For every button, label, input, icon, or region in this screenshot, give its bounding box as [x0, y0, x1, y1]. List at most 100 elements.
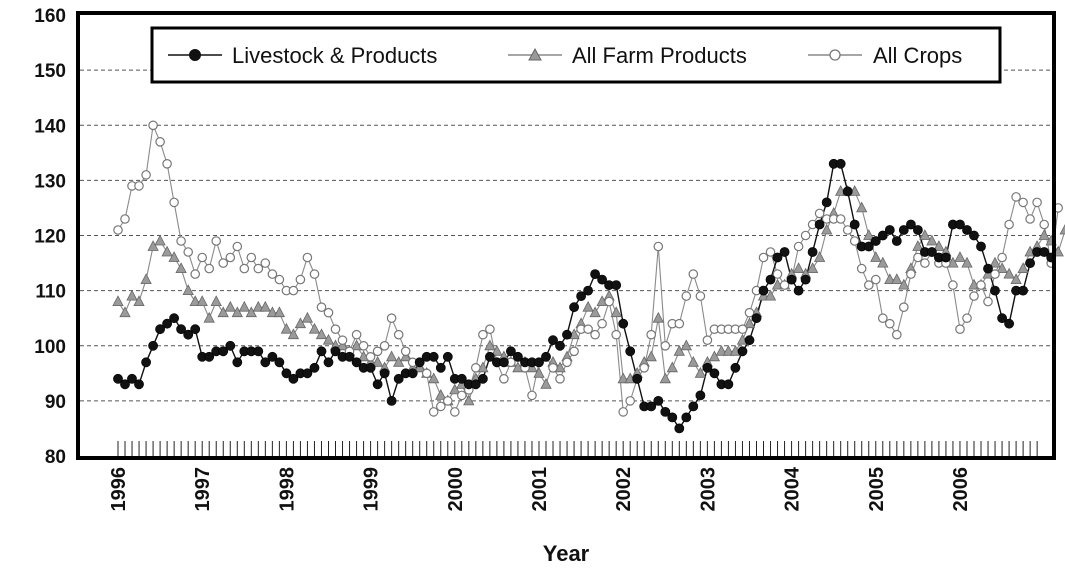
- point-all-crops: [134, 181, 144, 191]
- point-all-crops: [611, 329, 621, 340]
- point-livestock: [274, 357, 285, 368]
- point-all-farm-products: [652, 311, 664, 323]
- point-all-crops: [688, 269, 699, 279]
- y-tick-label-160: 160: [34, 6, 66, 27]
- point-all-farm-products: [322, 333, 335, 345]
- point-all-crops: [274, 274, 285, 285]
- point-livestock: [835, 158, 846, 169]
- x-tick-label-2006: 2006: [950, 467, 972, 512]
- point-all-farm-products: [877, 256, 889, 268]
- point-all-farm-products: [336, 339, 349, 351]
- point-livestock: [618, 318, 629, 329]
- point-livestock: [870, 236, 881, 246]
- point-livestock: [877, 230, 888, 241]
- point-livestock: [218, 346, 229, 357]
- gridlines: [80, 69, 1052, 402]
- legend-label-all-crops: All Crops: [873, 43, 962, 68]
- point-livestock: [309, 362, 320, 373]
- point-all-crops: [625, 396, 635, 406]
- point-all-crops: [204, 263, 214, 274]
- point-livestock: [772, 252, 783, 263]
- point-all-crops: [442, 396, 453, 406]
- point-all-farm-products: [175, 262, 187, 274]
- point-all-crops: [990, 269, 1000, 279]
- point-livestock: [183, 329, 194, 340]
- point-all-farm-products: [315, 328, 328, 340]
- y-tick-label-130: 130: [34, 171, 66, 192]
- point-livestock: [927, 247, 937, 257]
- point-all-farm-products: [294, 317, 307, 329]
- point-livestock: [562, 329, 572, 340]
- point-all-farm-products: [1059, 224, 1065, 235]
- point-all-farm-products: [217, 306, 229, 318]
- point-all-farm-products: [806, 262, 819, 274]
- point-all-farm-products: [435, 389, 447, 400]
- point-livestock: [288, 373, 299, 384]
- point-livestock: [534, 357, 544, 368]
- point-livestock: [484, 351, 495, 362]
- point-all-farm-products: [582, 300, 594, 312]
- point-all-farm-products: [266, 306, 279, 318]
- point-all-crops: [499, 373, 509, 384]
- point-livestock: [842, 186, 853, 197]
- point-all-crops: [877, 313, 888, 323]
- point-all-crops: [1011, 192, 1021, 202]
- point-all-crops: [302, 252, 313, 263]
- point-all-crops: [800, 230, 811, 241]
- point-livestock: [576, 291, 586, 301]
- point-all-farm-products: [891, 273, 903, 285]
- point-all-farm-products: [666, 361, 678, 373]
- point-all-farm-products: [231, 306, 243, 318]
- point-all-farm-products: [273, 306, 286, 318]
- point-livestock: [281, 368, 292, 379]
- point-livestock: [141, 357, 151, 368]
- point-all-farm-products: [617, 372, 629, 384]
- point-all-farm-products: [708, 350, 721, 362]
- point-livestock: [744, 335, 755, 346]
- point-all-crops: [295, 274, 306, 285]
- point-all-farm-products: [996, 262, 1008, 274]
- point-all-farm-products: [449, 383, 461, 395]
- point-all-crops: [176, 236, 186, 246]
- point-all-farm-products: [245, 306, 257, 318]
- point-all-farm-products: [1003, 267, 1015, 279]
- point-livestock: [597, 274, 607, 285]
- point-all-farm-products: [645, 350, 657, 362]
- plot-area-frame: [76, 11, 1056, 460]
- point-livestock: [541, 351, 551, 362]
- point-all-farm-products: [856, 201, 868, 213]
- point-livestock: [176, 324, 186, 335]
- point-all-crops: [113, 225, 123, 235]
- point-all-crops: [555, 373, 565, 384]
- point-all-farm-products: [694, 366, 707, 378]
- point-livestock: [232, 357, 243, 368]
- point-all-farm-products: [210, 295, 222, 307]
- point-all-crops: [955, 324, 965, 334]
- x-tick-label-2001: 2001: [529, 467, 551, 512]
- point-livestock: [267, 351, 278, 362]
- point-livestock: [428, 351, 439, 362]
- point-livestock: [583, 285, 593, 296]
- point-all-farm-products: [884, 273, 896, 285]
- x-tick-label-2004: 2004: [782, 466, 804, 511]
- point-all-farm-products: [673, 344, 685, 356]
- point-livestock: [779, 247, 790, 257]
- point-all-crops: [428, 407, 439, 417]
- point-all-farm-products: [589, 306, 601, 318]
- point-livestock: [702, 362, 713, 373]
- point-all-crops: [639, 362, 649, 373]
- point-all-crops: [948, 280, 958, 290]
- point-livestock: [498, 357, 509, 368]
- point-livestock: [765, 274, 776, 285]
- point-livestock: [674, 423, 685, 434]
- point-all-farm-products: [1038, 229, 1050, 240]
- point-all-crops: [218, 258, 228, 268]
- point-livestock: [786, 274, 797, 285]
- point-livestock: [1039, 247, 1050, 257]
- point-all-farm-products: [126, 289, 138, 301]
- point-all-crops: [365, 351, 376, 362]
- point-livestock: [955, 219, 965, 230]
- point-all-crops: [120, 214, 130, 224]
- point-livestock: [1018, 285, 1028, 296]
